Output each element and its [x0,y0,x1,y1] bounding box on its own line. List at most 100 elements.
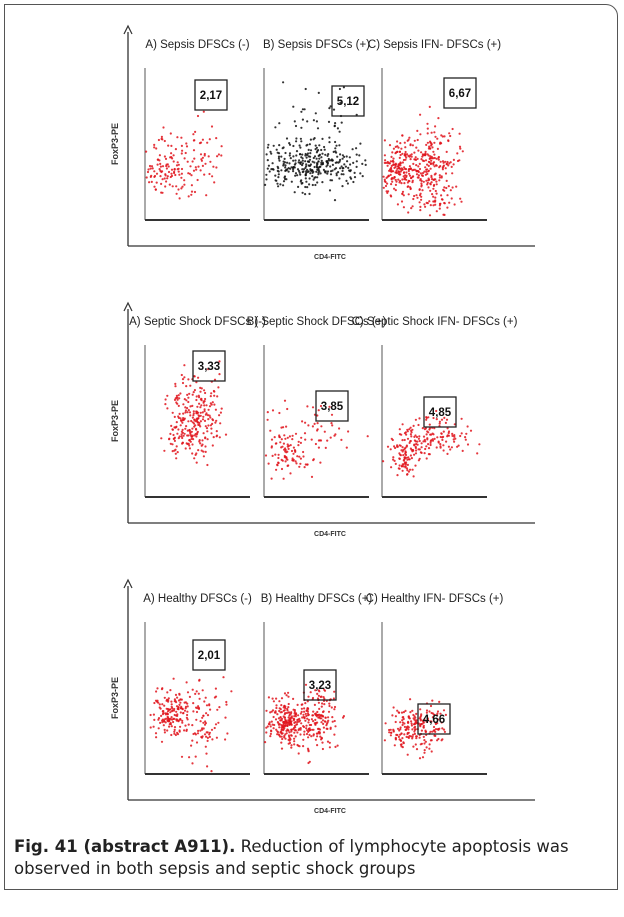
event-dot [267,462,270,465]
event-dot [202,110,205,113]
event-dot [195,428,198,431]
event-dot [181,719,184,722]
axis-arrow [123,24,133,35]
event-dot [296,731,299,734]
event-dot [306,168,309,171]
event-dot [265,173,268,176]
event-dot [190,193,193,196]
event-dot [170,705,173,708]
event-dot [187,195,190,198]
event-dot [277,167,280,170]
event-dot [180,144,183,147]
event-dot [451,432,454,435]
event-dot [403,166,406,169]
event-dot [330,158,333,161]
event-dot [197,394,200,397]
event-dot [446,452,449,455]
event-dot [275,697,278,700]
event-dot [383,139,386,142]
event-cloud [382,105,464,217]
event-dot [436,137,439,140]
event-dot [149,713,152,717]
event-dot [431,730,434,733]
event-dot [270,720,273,723]
event-dot [429,157,432,160]
panel-title: B) Sepsis DFSCs (+) [263,39,370,51]
event-dot [314,712,317,715]
event-dot [173,439,176,442]
event-dot [387,174,390,178]
event-dot [206,463,209,467]
event-dot [314,738,317,741]
event-dot [320,721,323,724]
event-dot [203,723,207,726]
event-dot [321,702,324,705]
event-dot [198,439,201,442]
event-dot [397,170,400,173]
event-dot [270,477,273,480]
event-dot [428,743,431,746]
event-dot [177,428,180,431]
event-dot [388,144,392,147]
event-dot [413,453,416,456]
event-dot [216,155,219,158]
event-dot [224,433,228,436]
event-dot [429,730,432,733]
event-dot [201,689,204,692]
event-dot [425,179,428,182]
event-dot [318,731,321,734]
event-dot [200,399,203,402]
event-dot [331,720,334,723]
event-dot [157,701,160,704]
event-dot [296,720,299,724]
event-dot [207,368,210,371]
event-dot [266,146,269,149]
event-dot [301,181,304,185]
event-dot [390,166,393,169]
event-dot [220,154,223,157]
event-dot [318,690,321,693]
event-dot [315,120,318,123]
event-dot [274,179,277,182]
event-dot [269,150,272,153]
event-dot [331,169,334,172]
event-dot [172,160,175,163]
event-dot [454,437,457,440]
event-dot [316,150,319,153]
event-dot [275,706,278,710]
event-dot [432,204,435,207]
event-dot [183,709,187,712]
event-dot [401,152,404,155]
event-dot [288,142,291,145]
event-dot [186,411,189,414]
event-dot [314,183,317,187]
event-dot [185,142,188,145]
event-dot [429,147,432,150]
event-dot [279,711,282,714]
event-dot [278,122,281,125]
event-dot [394,462,397,465]
event-dot [216,395,219,398]
event-dot [431,699,434,702]
event-dot [400,433,403,436]
event-dot [425,418,428,421]
event-dot [183,398,186,401]
event-dot [445,418,449,421]
event-dot [447,445,450,448]
event-dot [405,171,408,174]
event-dot [322,722,325,726]
event-dot [359,172,362,175]
event-dot [438,700,441,704]
event-dot [290,728,293,731]
event-dot [272,144,275,147]
event-dot [306,405,309,408]
event-dot [280,458,283,461]
event-dot [280,747,284,750]
event-dot [215,434,219,437]
event-dot [305,144,308,147]
event-cloud [160,360,228,467]
event-dot [307,721,310,724]
event-dot [450,446,453,449]
event-dot [421,427,424,430]
event-dot [392,456,395,459]
